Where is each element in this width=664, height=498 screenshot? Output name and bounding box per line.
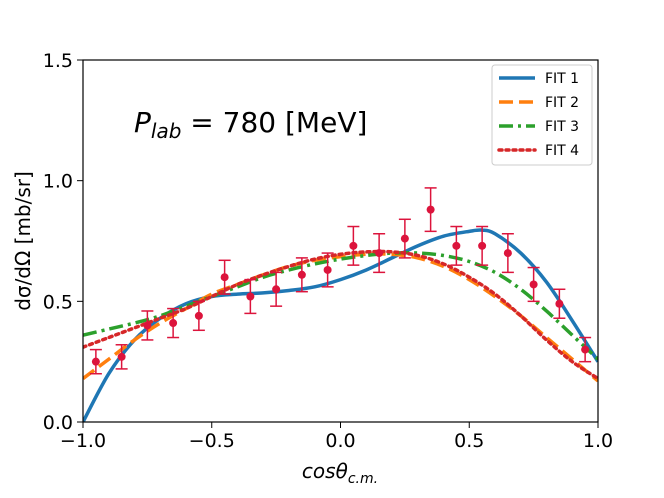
momentum-annotation: Plab = 780 [MeV] xyxy=(134,106,367,143)
x-axis-label-sub: c.m. xyxy=(348,471,378,487)
legend-box xyxy=(491,64,593,166)
data-marker xyxy=(117,352,126,361)
annotation-value: = 780 [MeV] xyxy=(181,106,367,139)
data-marker xyxy=(452,241,461,250)
x-axis-label: cosθc.m. xyxy=(302,459,378,487)
measurement-point xyxy=(424,187,437,233)
data-marker xyxy=(529,280,538,289)
measurement-point xyxy=(244,278,257,315)
data-marker xyxy=(297,270,306,279)
measurement-point xyxy=(527,266,540,303)
measurement-point xyxy=(270,271,283,307)
measurement-point xyxy=(398,218,411,259)
tick-layer: −1.0 −0.5 0.0 0.5 1.0 0.0 0.5 1.0 1.5 xyxy=(43,50,613,452)
measurement-point xyxy=(450,225,463,266)
measurement-layer xyxy=(89,187,592,375)
measurement-point xyxy=(115,344,128,370)
data-marker xyxy=(426,205,435,214)
series-line-fit-3 xyxy=(83,251,598,361)
x-tick-label: 0.0 xyxy=(325,430,355,452)
legend-label-fit-3: FIT 3 xyxy=(545,119,579,135)
measurement-point xyxy=(476,225,489,266)
series-line-fit-2 xyxy=(83,252,598,383)
legend-label-fit-4: FIT 4 xyxy=(545,143,579,159)
data-marker xyxy=(246,292,255,301)
measurement-point xyxy=(373,233,386,274)
measurement-point xyxy=(347,225,360,266)
data-marker xyxy=(349,241,358,250)
measurement-point xyxy=(192,300,205,332)
data-marker xyxy=(375,249,384,258)
measurement-point xyxy=(295,257,308,293)
measurement-point xyxy=(579,336,592,363)
x-axis-label-main: cosθ xyxy=(302,459,348,483)
measurement-point xyxy=(321,252,334,288)
data-marker xyxy=(555,299,564,308)
data-marker xyxy=(581,345,590,354)
legend-label-fit-2: FIT 2 xyxy=(545,95,579,111)
x-tick-label: −1.0 xyxy=(60,430,106,452)
series-line-fit-4 xyxy=(83,249,598,381)
y-tick-label: 0.5 xyxy=(43,291,73,313)
x-tick-label: 0.5 xyxy=(454,430,484,452)
data-marker xyxy=(91,357,100,366)
data-marker xyxy=(143,321,152,330)
measurement-point xyxy=(218,259,231,295)
x-tick-label: 1.0 xyxy=(583,430,613,452)
y-axis-label: dσ/dΩ [mb/sr] xyxy=(11,171,35,311)
measurement-point xyxy=(141,310,154,341)
y-tick-label: 1.5 xyxy=(43,50,73,72)
measurement-point xyxy=(89,348,102,375)
measurement-point xyxy=(553,288,566,319)
measurement-point xyxy=(167,307,180,339)
x-tick-label: −0.5 xyxy=(189,430,235,452)
data-marker xyxy=(272,285,281,294)
data-marker xyxy=(503,249,512,258)
data-marker xyxy=(323,265,332,274)
legend-label-fit-1: FIT 1 xyxy=(545,71,579,87)
annotation-symbol: P xyxy=(134,106,151,139)
y-tick-label: 0.0 xyxy=(43,412,73,434)
legend: FIT 1 FIT 2 FIT 3 FIT 4 xyxy=(491,64,593,166)
data-marker xyxy=(400,234,409,243)
data-marker xyxy=(169,319,178,328)
y-tick-label: 1.0 xyxy=(43,171,73,193)
legend-entries: FIT 1 FIT 2 FIT 3 FIT 4 xyxy=(497,71,579,159)
data-marker xyxy=(194,311,203,320)
data-marker xyxy=(220,273,229,282)
annotation-subscript: lab xyxy=(151,119,182,143)
data-marker xyxy=(478,241,487,250)
measurement-point xyxy=(501,233,514,274)
